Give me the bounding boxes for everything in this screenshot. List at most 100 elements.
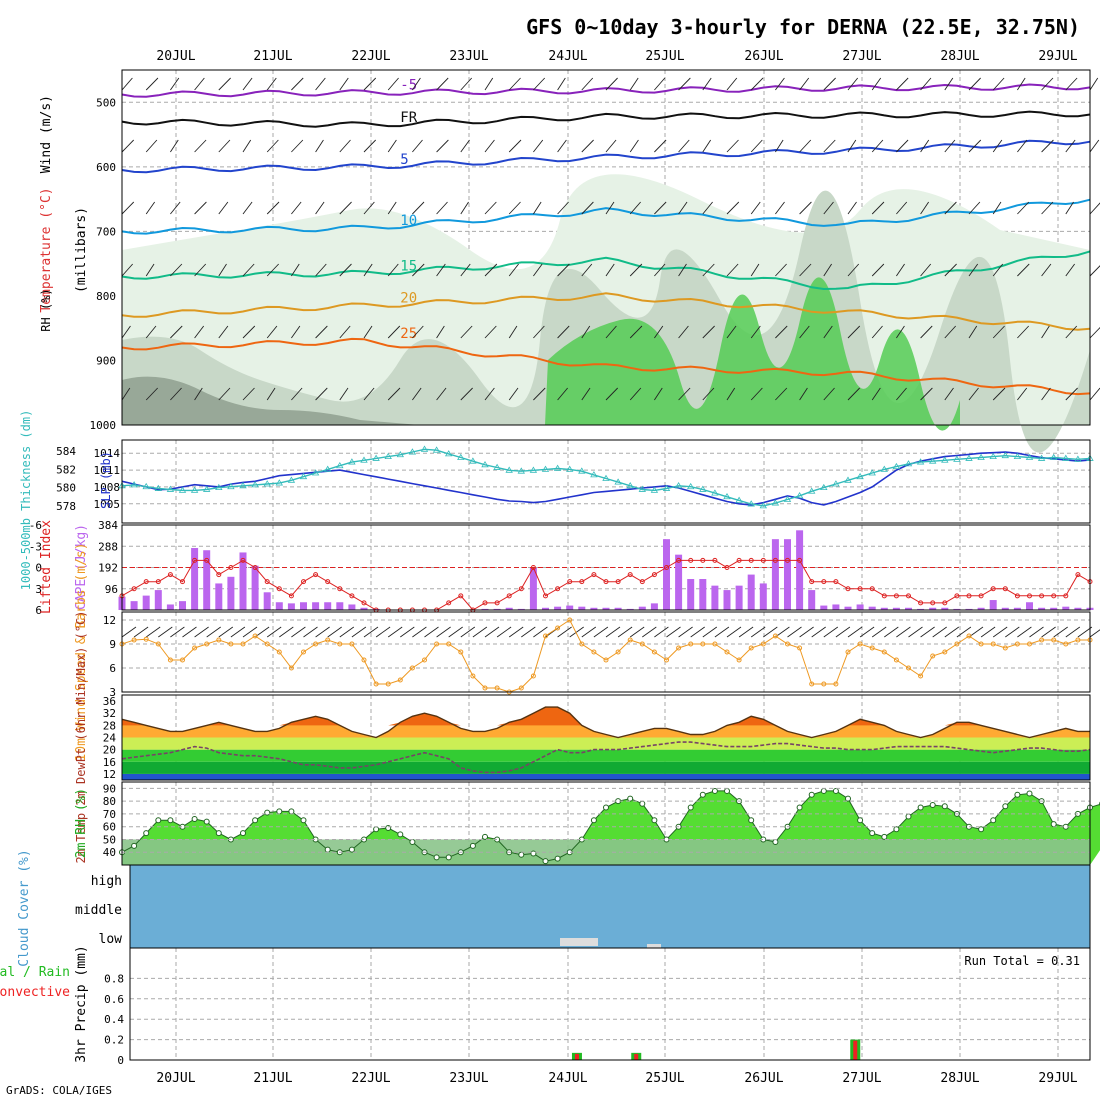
rh-shade-green xyxy=(545,277,960,431)
wind10m-point xyxy=(373,681,379,687)
wind-barb xyxy=(775,201,785,215)
wind-barb xyxy=(847,263,860,277)
contour-label-10: 10 xyxy=(400,213,417,229)
tick-label-precip: 0.2 xyxy=(104,1034,124,1047)
cape-bar xyxy=(953,608,961,610)
li-point xyxy=(881,593,887,599)
thickness-point xyxy=(154,484,163,491)
wind-barb xyxy=(654,139,667,153)
wind-barb xyxy=(121,201,135,215)
wind-barb xyxy=(557,325,570,339)
wind10m-point xyxy=(785,641,790,647)
tick-label-cape: 192 xyxy=(98,562,118,575)
temp-band xyxy=(122,737,1090,750)
contour-label-15: 15 xyxy=(400,258,417,274)
wind10m-point xyxy=(1014,641,1020,647)
li-point xyxy=(942,600,948,606)
wind-barb xyxy=(315,263,327,277)
cape-bar xyxy=(263,592,271,610)
rh-point xyxy=(978,826,985,833)
wind-barb xyxy=(194,201,207,215)
wind10m-barb xyxy=(1029,626,1044,638)
cape-bar xyxy=(844,606,852,610)
wind10m-point xyxy=(325,637,331,643)
cape-bar xyxy=(542,607,549,610)
wind-barb xyxy=(145,201,156,215)
wind-barb xyxy=(533,77,546,91)
cape-bar xyxy=(191,548,199,610)
cape-bar xyxy=(251,565,259,610)
rh-point xyxy=(348,846,355,853)
wind10m-point xyxy=(591,649,597,655)
wind-barb xyxy=(242,263,255,277)
day-label-bottom: 20JUL xyxy=(156,1071,195,1086)
day-label-top: 24JUL xyxy=(548,49,587,64)
wind-barb xyxy=(412,77,421,91)
cape-bar xyxy=(324,602,332,610)
rh-point xyxy=(687,804,694,811)
wind10m-barb xyxy=(1017,626,1032,638)
wind-barb xyxy=(460,139,470,153)
cape-bar xyxy=(493,608,501,610)
wind-barb xyxy=(121,387,131,401)
wind-barb xyxy=(1017,263,1030,277)
cape-bar xyxy=(517,608,525,610)
cape-bar xyxy=(1074,607,1082,610)
rh-point xyxy=(1050,821,1057,828)
wind10m-barb xyxy=(629,626,645,638)
wind-barb xyxy=(436,263,446,277)
thickness-point xyxy=(771,499,780,506)
wind-barb xyxy=(871,387,881,401)
wind-barb xyxy=(581,139,594,153)
ylabel-precip: 3hr Precip (mm) xyxy=(74,945,89,1062)
cape-bar xyxy=(675,554,683,610)
wind-barb xyxy=(218,77,231,91)
thickness-point xyxy=(820,483,828,491)
wind-barb xyxy=(605,325,617,339)
cape-bar xyxy=(856,604,864,610)
cape-bar xyxy=(626,608,634,610)
wind10m-barb xyxy=(690,626,705,638)
rh-point xyxy=(820,787,827,794)
li-point xyxy=(1051,593,1057,599)
wind10m-barb xyxy=(871,626,887,638)
wind-barb xyxy=(266,263,280,277)
wind-barb xyxy=(436,139,449,153)
wind-barb xyxy=(654,77,666,91)
wind-barb xyxy=(1089,139,1100,153)
tick-label-slp: 1008 xyxy=(94,481,121,494)
wind10m-barb xyxy=(170,626,185,638)
wind10m-barb xyxy=(339,626,355,638)
tick-label-li: -6 xyxy=(29,519,42,532)
cape-bar xyxy=(796,530,804,610)
wind10m-barb xyxy=(363,626,379,638)
rh-point xyxy=(445,854,452,861)
tick-label-pressure: 800 xyxy=(96,290,116,303)
ylabel-2m-rh: 2m RH (%) xyxy=(74,788,89,858)
thickness-point xyxy=(457,453,465,460)
wind-barb xyxy=(412,201,425,215)
ylabel-wind: Wind (m/s) xyxy=(39,95,54,173)
wind-barb xyxy=(702,201,713,215)
thickness-point xyxy=(239,482,247,489)
panel-frame-wind xyxy=(121,611,1091,693)
wind-barb xyxy=(194,387,203,401)
wind-barb xyxy=(775,387,788,401)
wind10m-point xyxy=(978,641,984,647)
day-label-bottom: 23JUL xyxy=(449,1071,488,1086)
wind-barb xyxy=(460,325,473,339)
wind-barb xyxy=(218,263,227,277)
cape-bar xyxy=(687,579,695,610)
wind-barb xyxy=(581,201,594,215)
li-point xyxy=(518,586,524,592)
wind10m-barb xyxy=(581,626,597,638)
wind-barb xyxy=(1065,387,1078,401)
wind-barb xyxy=(1041,77,1054,91)
rh-point xyxy=(1026,790,1033,797)
thickness-point xyxy=(384,452,392,459)
thickness-point xyxy=(469,457,477,464)
wind10m-barb xyxy=(654,626,669,638)
cape-bar xyxy=(1001,607,1009,610)
day-label-bottom: 24JUL xyxy=(548,1071,587,1086)
thickness-point xyxy=(1001,451,1010,459)
